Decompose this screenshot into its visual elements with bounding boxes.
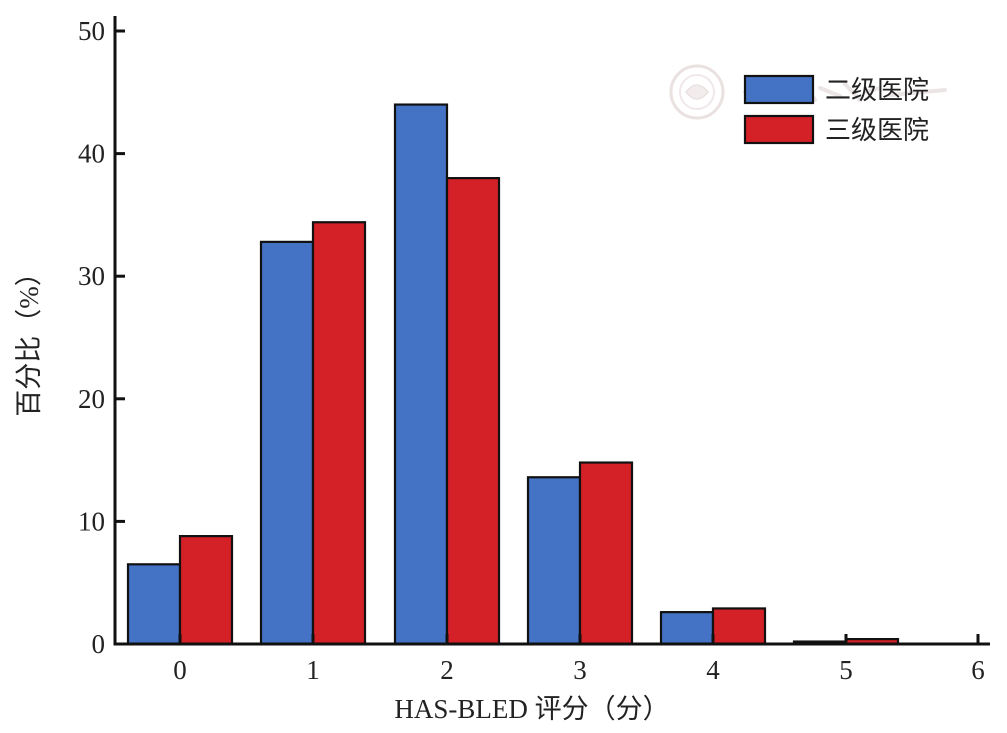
labels-layer: HAS-BLED 评分（分） 百分比（%）	[14, 259, 670, 724]
axes-layer: 0 10 20 30 40 50 0 1 2 3 4 5 6	[78, 16, 990, 685]
x-tick-label: 4	[706, 655, 720, 685]
x-tick-label: 1	[306, 655, 320, 685]
x-tick-label: 5	[839, 655, 853, 685]
x-tick-label: 2	[440, 655, 454, 685]
bar-tertiary-hospital-score-2	[445, 177, 501, 646]
bars-layer	[126, 103, 900, 646]
x-tick-label: 6	[971, 655, 985, 685]
bar-secondary-hospital-score-3	[526, 476, 582, 646]
legend-swatch-tertiary-hospital	[743, 114, 815, 145]
bar-tertiary-hospital-score-3	[578, 461, 634, 646]
x-tick-label: 0	[173, 655, 187, 685]
bar-tertiary-hospital-score-1	[311, 221, 367, 646]
legend-label-secondary-hospital: 二级医院	[825, 76, 929, 105]
y-tick-label: 20	[78, 384, 105, 414]
bar-tertiary-hospital-score-0	[178, 535, 234, 646]
bar-secondary-hospital-score-4	[659, 611, 715, 646]
y-axis-title: 百分比（%）	[14, 259, 44, 417]
y-tick-label: 50	[78, 16, 105, 46]
bar-secondary-hospital-score-0	[126, 563, 182, 646]
legend-label-tertiary-hospital: 三级医院	[825, 116, 929, 145]
bar-secondary-hospital-score-1	[259, 240, 315, 646]
y-tick-label: 10	[78, 506, 105, 536]
x-axis-title: HAS-BLED 评分（分）	[394, 694, 669, 724]
y-tick-label: 30	[78, 261, 105, 291]
y-tick-label: 40	[78, 139, 105, 169]
bar-tertiary-hospital-score-4	[711, 607, 767, 646]
bar-secondary-hospital-score-2	[393, 103, 449, 646]
legend-swatch-secondary-hospital	[743, 74, 815, 105]
x-tick-label: 3	[573, 655, 587, 685]
y-tick-label: 0	[92, 629, 106, 659]
